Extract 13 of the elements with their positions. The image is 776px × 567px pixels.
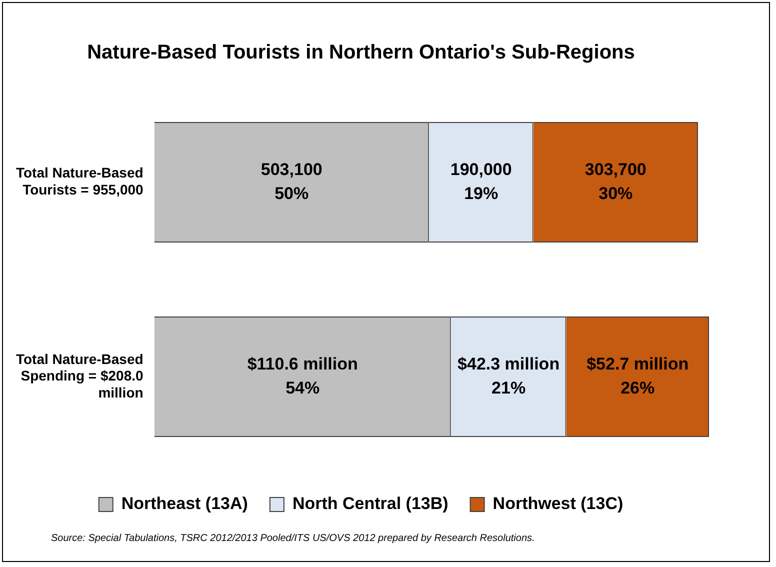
data-label: 190,000 19%: [450, 160, 512, 203]
data-label: 503,100 50%: [260, 160, 322, 203]
chart-title: Nature-Based Tourists in Northern Ontario's Sub-Regions: [87, 42, 635, 64]
data-label: $42.3 million 21%: [458, 354, 560, 398]
data-label: $52.7 million 26%: [586, 354, 689, 398]
y-tick-label: Total Nature-Based Spending = $208.0 million: [16, 350, 144, 400]
data-label: $110.6 million 54%: [247, 354, 358, 398]
legend-label: Northeast (13A): [121, 494, 248, 514]
legend-label: North Central (13B): [292, 494, 448, 514]
legend-label: Northwest (13C): [492, 494, 624, 514]
data-label: 303,700 30%: [584, 160, 646, 203]
y-tick-label: Total Nature-Based Tourists = 955,000: [16, 164, 144, 198]
source-note: Source: Special Tabulations, TSRC 2012/2013 Pooled/ITS US/OVS 2012 prepared by Research Resolutions.: [51, 533, 535, 544]
